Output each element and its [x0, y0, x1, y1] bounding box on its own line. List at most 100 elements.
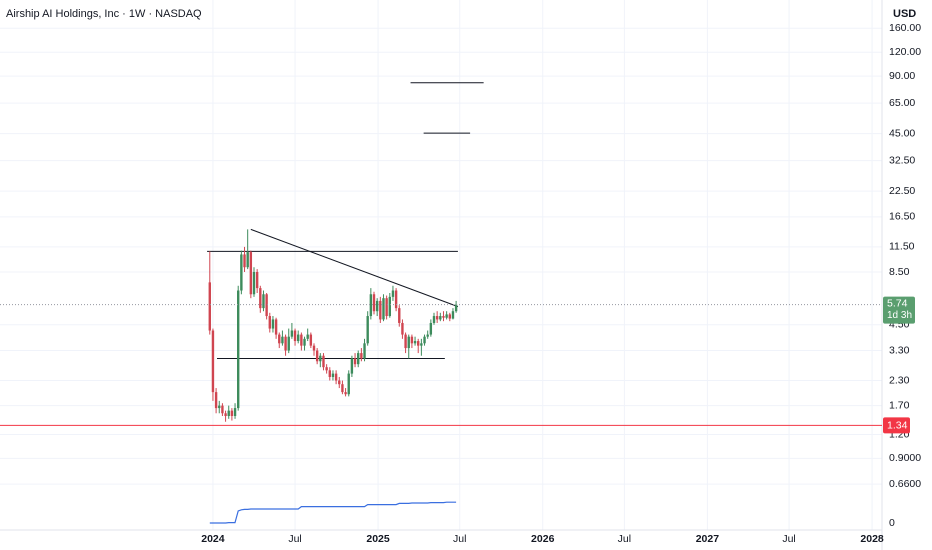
y-tick-label: 22.50: [889, 185, 915, 197]
candle-body: [240, 254, 243, 291]
candle-body: [230, 410, 234, 417]
candle-body: [249, 252, 253, 295]
candle-body: [290, 330, 294, 337]
candle-body: [442, 316, 445, 318]
candle-body: [297, 334, 300, 342]
chart-title: Airship AI Holdings, Inc · 1W · NASDAQ: [6, 8, 202, 20]
candle-body: [246, 252, 249, 268]
candle-body: [407, 336, 410, 349]
last-price-box: [883, 296, 915, 324]
candle-body: [325, 367, 328, 371]
candle-body: [252, 271, 256, 295]
candle-body: [259, 288, 262, 309]
y-tick-label: 8.50: [889, 266, 910, 278]
candle-body: [369, 294, 373, 317]
candle-body: [312, 345, 316, 351]
candle-body: [360, 353, 363, 359]
alert-label: 1.34: [887, 420, 908, 432]
candle-body: [344, 392, 347, 395]
candle-body: [281, 336, 284, 344]
candle-body: [341, 384, 344, 393]
candle-body: [278, 334, 281, 344]
last-price-label: 5.74: [887, 297, 908, 309]
y-tick-label: 120.00: [889, 46, 921, 58]
candle-body: [357, 353, 360, 365]
candle-body: [322, 355, 325, 368]
y-tick-label: 11.50: [889, 241, 915, 253]
countdown-label: 1d 3h: [887, 310, 912, 321]
candle-body: [404, 334, 407, 349]
candle-body: [451, 311, 455, 319]
trend-line: [250, 228, 459, 308]
y-tick-label: 2.30: [889, 374, 910, 386]
candle-body: [221, 405, 224, 414]
candle-body: [331, 373, 335, 377]
candle-body: [432, 316, 436, 323]
x-tick-label: 2025: [366, 533, 390, 545]
candle-body: [255, 271, 259, 289]
candle-body: [328, 370, 331, 377]
x-tick-label: 2027: [696, 533, 720, 545]
y-tick-label: 0.9000: [889, 452, 921, 464]
candle-body: [218, 405, 221, 409]
alert-label-box: [883, 417, 910, 434]
currency-label: USD: [893, 8, 916, 20]
candle-body: [375, 300, 379, 312]
candle-body: [319, 355, 322, 362]
candle-body: [417, 341, 420, 346]
candle-body: [243, 254, 246, 268]
candle-body: [334, 373, 338, 381]
y-tick-label: 1.70: [889, 399, 910, 411]
y-tick-label: 32.50: [889, 154, 915, 166]
candle-body: [382, 298, 385, 320]
candle-body: [435, 316, 439, 320]
candle-body: [439, 316, 442, 320]
y-tick-label: 0.6600: [889, 478, 921, 490]
candle-body: [338, 380, 341, 385]
candle-body: [306, 334, 309, 339]
candle-body: [372, 294, 376, 312]
candle-body: [214, 392, 218, 409]
y-tick-label: 16.50: [889, 211, 915, 223]
y-tick-label: 65.00: [889, 97, 915, 109]
candle-body: [379, 300, 382, 320]
candle-body: [315, 350, 319, 362]
candle-body: [363, 343, 366, 359]
candle-body: [262, 294, 265, 309]
candle-body: [309, 334, 313, 346]
y-tick-label: 90.00: [889, 70, 915, 82]
candle-body: [353, 358, 357, 365]
candle-body: [233, 408, 237, 417]
candle-body: [385, 298, 388, 317]
candle-body: [271, 319, 275, 329]
x-tick-label: 2026: [531, 533, 555, 545]
candle-body: [268, 316, 271, 329]
grid: [0, 0, 882, 530]
y-tick-label: 160.00: [889, 22, 921, 34]
candle-body: [420, 343, 423, 346]
x-tick-label: Jul: [782, 533, 795, 545]
candle-body: [448, 314, 451, 319]
candle-body: [211, 330, 215, 393]
candle-body: [224, 413, 227, 417]
y-tick-label: 45.00: [889, 127, 915, 139]
candle-body: [293, 330, 297, 342]
candle-body: [413, 341, 417, 344]
candle-body: [388, 296, 391, 317]
candle-body: [347, 373, 350, 395]
candle-body: [237, 290, 240, 409]
candle-body: [398, 308, 401, 323]
candle-body: [303, 338, 306, 346]
candle-body: [423, 336, 426, 344]
y2-tick-label: 0: [889, 517, 895, 529]
candle-body: [287, 336, 290, 351]
x-tick-label: 2028: [860, 533, 884, 545]
x-tick-label: Jul: [618, 533, 631, 545]
candle-body: [391, 290, 395, 297]
candle-body: [366, 316, 369, 344]
candle-body: [394, 290, 398, 309]
candle-body: [445, 314, 448, 318]
candle-body: [454, 304, 458, 312]
x-tick-label: Jul: [453, 533, 466, 545]
candle-body: [284, 336, 287, 351]
